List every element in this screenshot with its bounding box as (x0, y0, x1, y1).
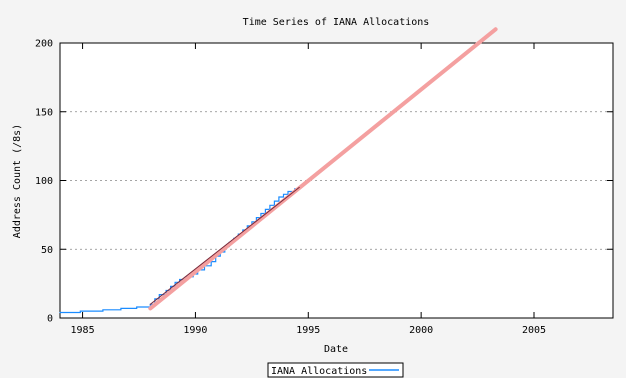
x-tick-label: 1990 (183, 325, 207, 336)
y-tick-label: 200 (35, 39, 53, 50)
legend-label: IANA Allocations (271, 366, 367, 377)
chart-title: Time Series of IANA Allocations (243, 17, 430, 28)
y-tick-label: 100 (35, 176, 53, 187)
x-tick-label: 1985 (71, 325, 95, 336)
x-tick-label: 1995 (296, 325, 320, 336)
x-tick-label: 2005 (522, 325, 546, 336)
y-tick-label: 150 (35, 107, 53, 118)
x-tick-label: 2000 (409, 325, 433, 336)
legend: IANA Allocations (267, 362, 404, 378)
series-layer (59, 27, 498, 314)
x-axis-label: Date (324, 344, 348, 355)
y-axis-label: Address Count (/8s) (12, 124, 23, 238)
trend-fit-line (148, 27, 498, 311)
legend-box (267, 362, 404, 378)
local-fit-line (149, 186, 300, 305)
tick-layer: 0 50 100 150 200 1985 1990 1995 2000 2005 (35, 39, 613, 336)
grid-layer (60, 111, 613, 250)
y-tick-label: 50 (41, 245, 53, 256)
y-tick-label: 0 (47, 314, 53, 325)
